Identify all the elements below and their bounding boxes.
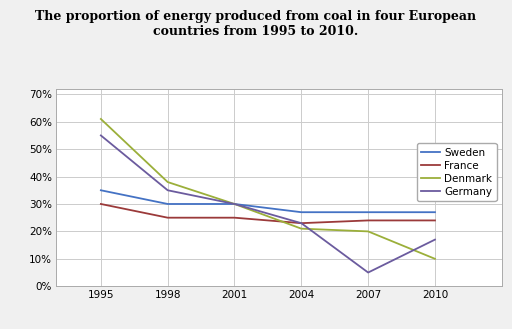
Line: Sweden: Sweden (101, 190, 435, 212)
Sweden (165, 202, 171, 206)
Denmark (165, 180, 171, 184)
Germany (98, 134, 104, 138)
Denmark (298, 227, 304, 231)
Denmark (98, 117, 104, 121)
Line: France: France (101, 204, 435, 223)
Sweden (231, 202, 238, 206)
Denmark (432, 257, 438, 261)
Sweden (298, 210, 304, 214)
France (298, 221, 304, 225)
France (231, 216, 238, 220)
Denmark (231, 202, 238, 206)
Germany (165, 188, 171, 192)
Sweden (98, 188, 104, 192)
Sweden (365, 210, 371, 214)
France (365, 218, 371, 222)
France (432, 218, 438, 222)
France (98, 202, 104, 206)
Germany (432, 238, 438, 241)
France (165, 216, 171, 220)
Text: The proportion of energy produced from coal in four European
countries from 1995: The proportion of energy produced from c… (35, 10, 477, 38)
Germany (298, 221, 304, 225)
Germany (365, 270, 371, 274)
Legend: Sweden, France, Denmark, Germany: Sweden, France, Denmark, Germany (417, 143, 497, 201)
Line: Denmark: Denmark (101, 119, 435, 259)
Germany (231, 202, 238, 206)
Line: Germany: Germany (101, 136, 435, 272)
Sweden (432, 210, 438, 214)
Denmark (365, 229, 371, 233)
